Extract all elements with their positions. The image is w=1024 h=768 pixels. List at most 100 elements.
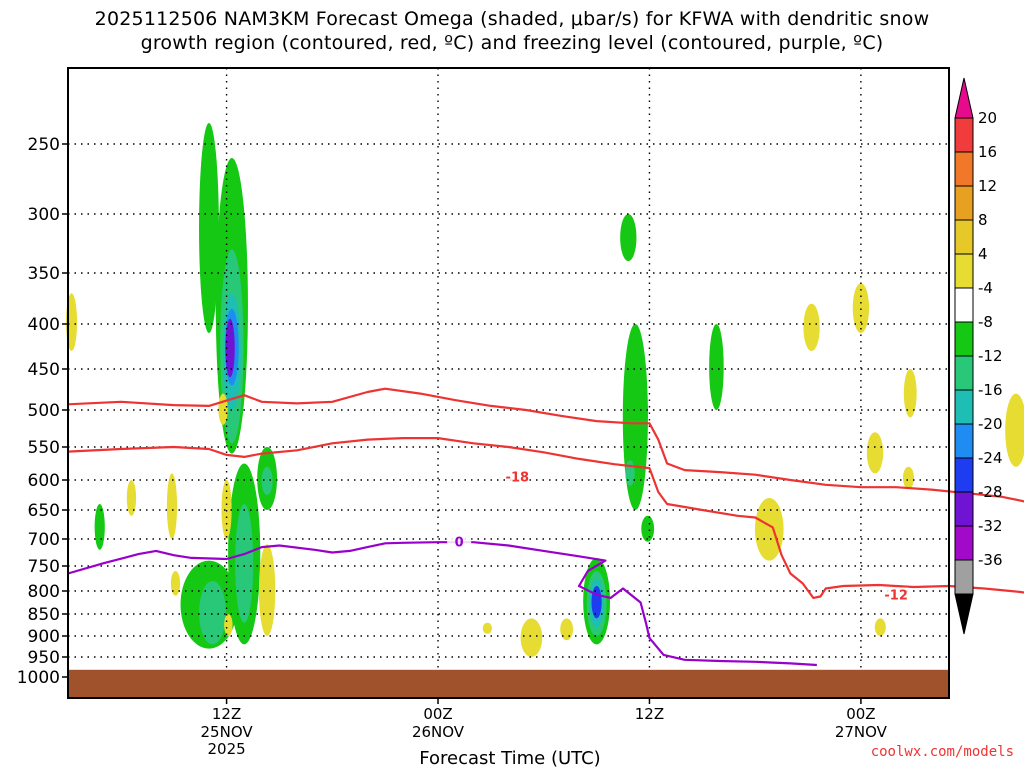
omega-cell-yellow-42h — [852, 283, 870, 333]
omega-shading-layer — [66, 123, 1024, 657]
y-tick-label-750: 750 — [28, 557, 60, 577]
y-tick-label-350: 350 — [28, 264, 60, 284]
colorbar-label-10: -24 — [978, 449, 1003, 467]
colorbar-bin-10 — [954, 457, 974, 493]
x-tick-year-6: 2025 — [207, 740, 245, 758]
colorbar-bin-12 — [954, 525, 974, 561]
colorbar-bin-9 — [954, 423, 974, 459]
colorbar-label-2: 12 — [978, 177, 997, 195]
colorbar-label-5: -4 — [978, 279, 993, 297]
omega-cell-yellow-36h — [754, 498, 784, 561]
chart-title-line-2: growth region (contoured, red, ºC) and f… — [140, 32, 884, 54]
chart-title-line-1: 2025112506 NAM3KM Forecast Omega (shaded… — [94, 8, 930, 30]
colorbar-bin-2 — [954, 185, 974, 221]
x-axis-label: Forecast Time (UTC) — [419, 748, 600, 768]
isotherm--18-line — [67, 387, 1024, 503]
omega-cell-yellow-23h — [520, 618, 543, 657]
y-tick-label-900: 900 — [28, 627, 60, 647]
colorbar-label-13: -36 — [978, 551, 1003, 569]
ground-band — [68, 669, 949, 698]
omega-cell-yellow-9h-low — [258, 544, 276, 636]
omega-cell-green-col-left — [199, 123, 219, 333]
colorbar-label-6: -8 — [978, 313, 993, 331]
colorbar-bin-1 — [954, 151, 974, 187]
omega-cell-teal-28h-col — [625, 460, 635, 486]
omega-cell-purple-col-main — [225, 318, 235, 378]
y-tick-label-850: 850 — [28, 605, 60, 625]
credit-link[interactable]: coolwx.com/models — [871, 744, 1014, 760]
omega-cell-yellow-44h — [903, 369, 917, 418]
omega-cell-yellow-6h-low — [224, 614, 233, 636]
y-tick-label-950: 950 — [28, 648, 60, 668]
colorbar-label-11: -28 — [978, 483, 1003, 501]
y-tick-label-250: 250 — [28, 135, 60, 155]
colorbar-bottom-arrow — [954, 593, 974, 635]
colorbar-bin-8 — [954, 389, 974, 425]
x-tick-label-18: 00Z — [423, 705, 452, 723]
omega-cell-teal-low-left — [199, 581, 226, 645]
x-tick-date-18: 26NOV — [412, 723, 465, 741]
contour-layer: -18 -12 0 — [67, 387, 1024, 667]
colorbar-label-1: 16 — [978, 143, 997, 161]
colorbar-bin-3 — [954, 219, 974, 255]
axes-layer: 2503003504004505005506006507007508008509… — [17, 67, 950, 758]
isotherm--12-label: -12 — [884, 589, 908, 604]
colorbar-bin-5 — [954, 287, 974, 323]
omega-cell-yellow-25h — [560, 618, 574, 641]
omega-cell-green-31h-small — [641, 515, 655, 542]
omega-cell-blue-27h-low — [591, 586, 602, 619]
y-tick-label-600: 600 — [28, 471, 60, 491]
colorbar-label-7: -12 — [978, 347, 1003, 365]
omega-cell-green-small-1h — [94, 504, 105, 550]
y-tick-label-700: 700 — [28, 530, 60, 550]
y-tick-label-500: 500 — [28, 401, 60, 421]
freezing-level-line — [67, 541, 817, 667]
y-tick-label-1000: 1000 — [17, 668, 60, 688]
x-tick-label-42: 00Z — [846, 705, 875, 723]
x-tick-label-6: 12Z — [212, 705, 241, 723]
omega-cell-yellow-37h — [803, 303, 820, 351]
omega-cell-yellow-43h — [866, 432, 884, 474]
colorbar-bin-0 — [954, 117, 974, 153]
y-tick-label-550: 550 — [28, 438, 60, 458]
grid-layer — [68, 68, 949, 698]
x-tick-label-30: 12Z — [635, 705, 664, 723]
colorbar-bin-11 — [954, 491, 974, 527]
plot-frame — [67, 67, 950, 699]
isotherm--18-label: -18 — [506, 471, 530, 486]
omega-cell-teal-mid-col — [235, 504, 254, 623]
colorbar-label-3: 8 — [978, 211, 988, 229]
freezing-level-label-bg — [447, 534, 472, 549]
omega-cell-green-33h — [709, 324, 724, 410]
omega-cell-yellow-43h-low — [874, 618, 886, 636]
y-tick-label-300: 300 — [28, 205, 60, 225]
omega-cell-yellow-6h — [221, 480, 232, 539]
omega-cell-green-28h-top — [620, 214, 637, 262]
omega-cell-green-28h-col — [622, 324, 648, 510]
omega-cell-yellow-1h — [126, 480, 137, 516]
colorbar-top-arrow — [954, 77, 974, 119]
omega-cell-yellow-45h — [902, 466, 914, 489]
colorbar-label-0: 20 — [978, 109, 997, 127]
freezing-level-label: 0 — [455, 536, 464, 551]
y-tick-label-650: 650 — [28, 501, 60, 521]
y-tick-label-400: 400 — [28, 315, 60, 335]
colorbar-label-9: -20 — [978, 415, 1003, 433]
colorbar-bin-4 — [954, 253, 974, 289]
colorbar-bin-13 — [954, 559, 974, 595]
omega-cell-yellow-3h — [166, 473, 178, 539]
omega-cell-yellow-20h — [482, 622, 492, 634]
colorbar-label-8: -16 — [978, 381, 1003, 399]
x-tick-date-6: 25NOV — [201, 723, 254, 741]
y-tick-label-800: 800 — [28, 582, 60, 602]
isotherm--12-label-bg — [884, 587, 909, 602]
colorbar: 20 16 12 8 4 -4 -8 -12 -16 -20 -24 -28 -32 -36 — [954, 77, 1003, 635]
colorbar-label-4: 4 — [978, 245, 988, 263]
colorbar-label-12: -32 — [978, 517, 1003, 535]
y-tick-label-450: 450 — [28, 360, 60, 380]
colorbar-bin-6 — [954, 321, 974, 357]
omega-cell-yellow-3h-low — [170, 571, 181, 596]
isotherm--12-line — [67, 437, 1024, 600]
colorbar-bin-7 — [954, 355, 974, 391]
